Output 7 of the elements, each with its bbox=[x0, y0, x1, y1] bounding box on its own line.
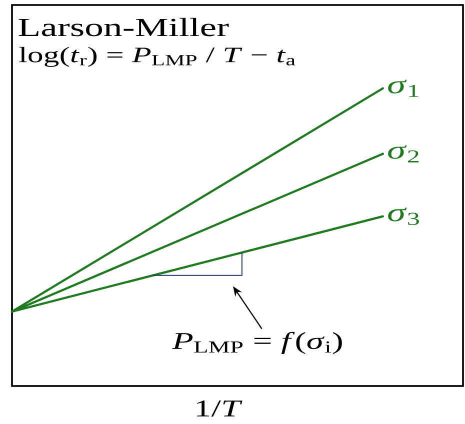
series-label: σ$_{1}$ bbox=[388, 80, 418, 97]
series-label: σ$_{2}$ bbox=[388, 145, 419, 162]
text: log(t$_{r}$) = P$_{LMP}$ / T − t$_{a}$ bbox=[19, 46, 296, 67]
x-axis-title: 1/T bbox=[196, 400, 242, 417]
chart-title: Larson-Miller bbox=[18, 18, 229, 36]
series-label: σ$_{3}$ bbox=[388, 208, 419, 225]
annotation: P$_{LMP}$ = f(σ$_{i}$) bbox=[172, 332, 342, 354]
